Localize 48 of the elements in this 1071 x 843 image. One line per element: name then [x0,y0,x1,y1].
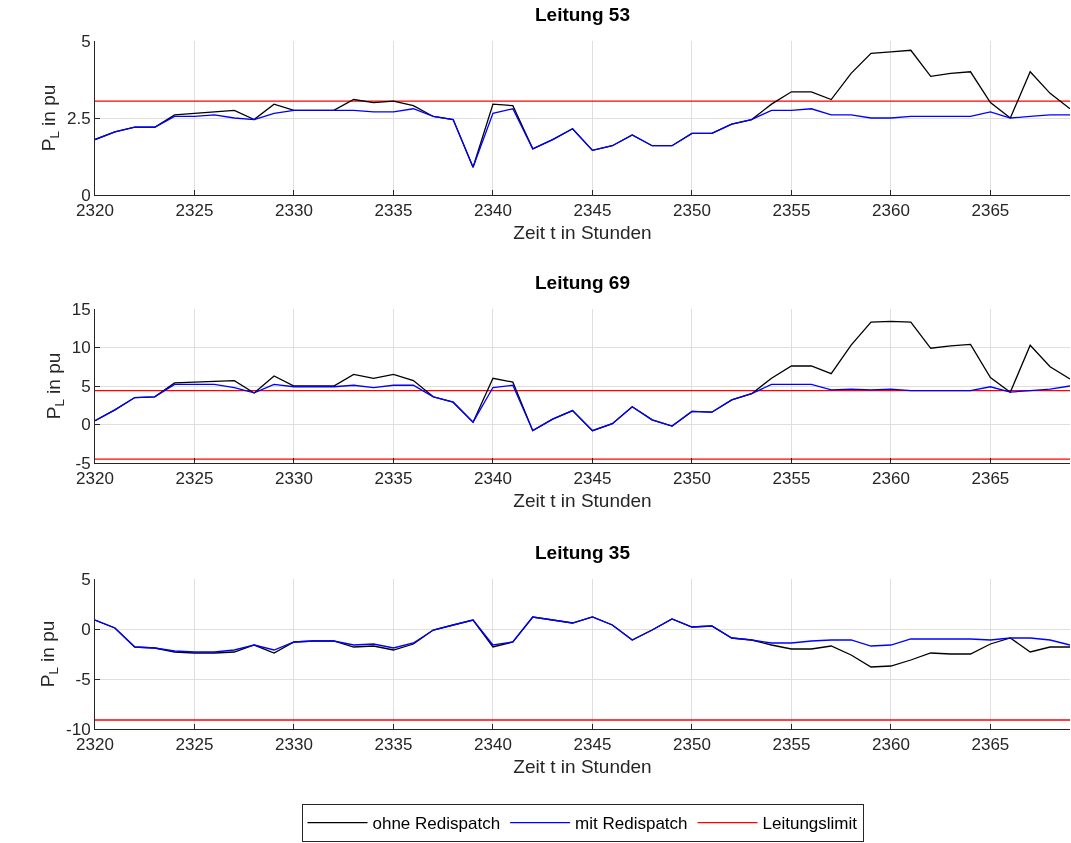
line-series [95,616,1070,653]
x-tick-label: 2365 [971,469,1010,489]
x-tick-label: 2335 [374,469,413,489]
y-tick-label: 10 [71,338,91,358]
x-tick-label: 2325 [175,469,214,489]
x-tick-label: 2355 [772,469,811,489]
x-tick-label: 2360 [872,469,910,489]
y-tick-label: 0 [81,415,91,435]
chart-title: Leitung 53 [534,4,631,26]
x-tick-label: 2330 [275,469,313,489]
x-tick-label: 2330 [275,735,313,755]
x-tick-label: 2335 [374,735,413,755]
x-axis-title: Zeit t in Stunden [513,222,652,244]
x-tick-label: 2345 [573,469,612,489]
chart-title: Leitung 35 [534,542,631,564]
x-tick-label: 2325 [175,735,214,755]
legend-label: mit Redispatch [575,814,688,834]
x-tick-label: 2350 [673,735,711,755]
y-tick-label: -5 [75,669,91,689]
x-tick-label: 2360 [872,201,910,221]
x-tick-label: 2340 [474,735,512,755]
x-tick-label: 2340 [474,469,512,489]
x-tick-label: 2360 [872,735,910,755]
x-tick-label: 2325 [175,201,214,221]
x-tick-label: 2345 [573,201,612,221]
x-tick-label: 2335 [374,201,413,221]
y-tick-label: 2.5 [66,108,91,128]
x-tick-label: 2365 [971,201,1010,221]
line-series [95,108,1070,168]
x-axis-title: Zeit t in Stunden [513,756,652,778]
y-tick-label: 5 [81,376,91,396]
y-tick-label: 5 [81,569,91,589]
legend-label: Leitungslimit [762,814,858,834]
x-tick-label: 2355 [772,735,811,755]
x-axis-title: Zeit t in Stunden [513,490,652,512]
x-tick-label: 2330 [275,201,313,221]
x-tick-label: 2350 [673,201,711,221]
y-tick-label: 15 [71,299,91,319]
x-tick-label: 2345 [573,735,612,755]
line-series [95,383,1070,432]
x-tick-label: 2350 [673,469,711,489]
chart-title: Leitung 69 [534,272,631,294]
x-tick-label: 2365 [971,735,1010,755]
x-tick-label: 2340 [474,201,512,221]
legend-label: ohne Redispatch [372,814,501,834]
x-tick-label: 2355 [772,201,811,221]
y-tick-label: 5 [81,31,91,51]
y-tick-label: 0 [81,619,91,639]
